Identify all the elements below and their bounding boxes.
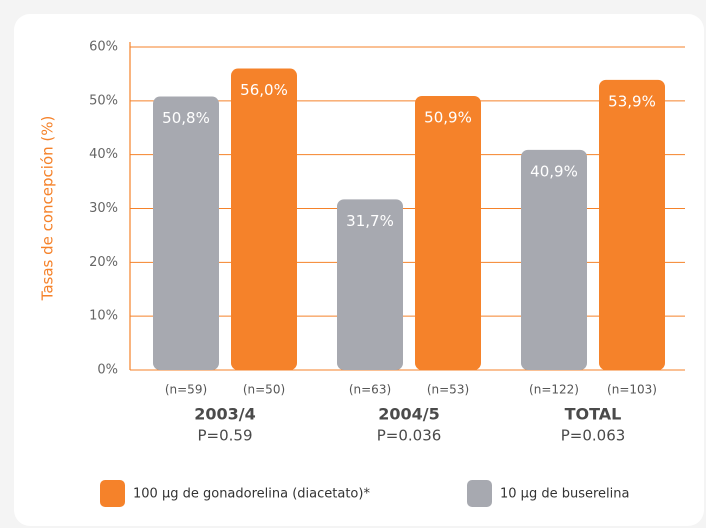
bar: [599, 79, 665, 371]
y-tick-label: 30%: [89, 201, 118, 216]
y-tick-label: 10%: [89, 309, 118, 324]
x-tick-label: 2003/4: [194, 405, 256, 424]
bar: [153, 96, 219, 370]
p-value: P=0.036: [377, 427, 442, 445]
y-tick-label: 20%: [89, 255, 118, 270]
y-tick-label: 0%: [97, 363, 118, 378]
p-value: P=0.59: [197, 427, 252, 445]
legend-swatch: [467, 480, 492, 507]
value-label: 53,9%: [608, 92, 656, 110]
n-label: (n=122): [529, 383, 579, 397]
x-tick-label: 2004/5: [378, 405, 440, 424]
x-tick-label: TOTAL: [565, 405, 622, 424]
n-label: (n=53): [427, 383, 469, 397]
n-label: (n=103): [607, 383, 657, 397]
y-tick-label: 60%: [89, 40, 118, 55]
bar: [231, 68, 297, 371]
legend-swatch: [100, 480, 125, 507]
y-axis-label: Tasas de concepción (%): [39, 116, 57, 302]
bar: [521, 149, 587, 370]
value-label: 56,0%: [240, 81, 288, 99]
legend-label: 10 µg de buserelina: [500, 487, 629, 502]
value-label: 50,9%: [424, 108, 472, 126]
bar: [337, 199, 403, 370]
n-label: (n=59): [165, 383, 207, 397]
value-label: 31,7%: [346, 212, 394, 230]
y-tick-label: 50%: [89, 93, 118, 108]
value-label: 50,8%: [162, 109, 210, 127]
value-label: 40,9%: [530, 162, 578, 180]
y-tick-label: 40%: [89, 147, 118, 162]
bar: [415, 95, 481, 370]
p-value: P=0.063: [561, 427, 626, 445]
n-label: (n=50): [243, 383, 285, 397]
legend-label: 100 µg de gonadorelina (diacetato)*: [133, 487, 370, 502]
n-label: (n=63): [349, 383, 391, 397]
